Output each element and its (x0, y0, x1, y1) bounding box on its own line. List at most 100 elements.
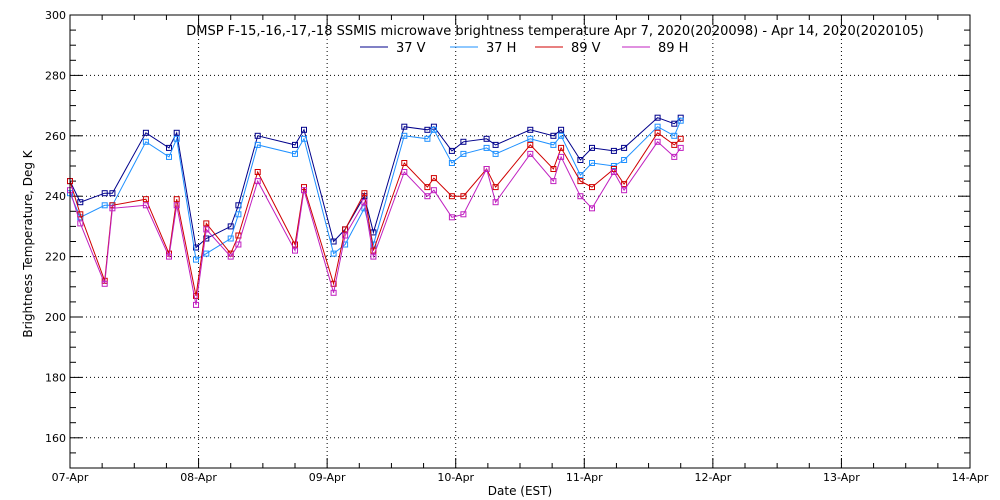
data-point (430, 126, 437, 133)
data-point (621, 181, 628, 188)
data-point (460, 150, 467, 157)
data-point (492, 199, 499, 206)
series-line (69, 141, 682, 305)
legend-label: 89 V (571, 41, 601, 56)
legend-label: 89 H (658, 41, 688, 56)
data-point (193, 244, 199, 251)
data-point (173, 129, 180, 136)
data-point (330, 238, 337, 245)
plot-frame (69, 14, 971, 469)
data-point (203, 250, 210, 257)
data-point (401, 160, 408, 166)
data-point (109, 190, 116, 197)
y-tick-label: 200 (45, 311, 66, 324)
data-point (577, 157, 584, 163)
data-point (166, 144, 172, 151)
data-point (558, 144, 565, 151)
data-point (292, 150, 298, 157)
data-point (401, 169, 408, 175)
y-tick-label: 240 (45, 190, 66, 203)
series-89-v (67, 129, 684, 299)
data-point (342, 226, 349, 233)
data-point (424, 126, 431, 133)
data-point (173, 196, 180, 203)
data-point (430, 187, 437, 194)
series-37-h (67, 117, 684, 263)
data-point (483, 144, 490, 151)
legend-item: 37 V (360, 41, 426, 56)
y-tick-label: 180 (45, 371, 66, 384)
data-point (654, 138, 661, 145)
series-line (69, 132, 682, 296)
series-line (69, 120, 682, 261)
data-point (460, 211, 467, 218)
x-tick-label: 11-Apr (566, 471, 603, 484)
data-point (550, 132, 557, 139)
data-point (527, 150, 534, 157)
data-point (292, 141, 298, 148)
data-point (142, 202, 149, 209)
data-point (577, 193, 584, 200)
data-point (227, 253, 234, 260)
data-point (142, 196, 149, 203)
x-axis-title: Date (EST) (488, 484, 552, 498)
data-point (166, 153, 172, 160)
data-point (235, 211, 242, 218)
legend-item: 89 H (622, 41, 688, 56)
data-point (610, 147, 617, 154)
x-tick-label: 08-Apr (180, 471, 217, 484)
data-point (527, 135, 534, 142)
data-point (448, 214, 455, 221)
legend-label: 37 V (396, 41, 426, 56)
data-point (558, 132, 565, 139)
data-point (254, 132, 261, 139)
data-point (254, 169, 261, 175)
data-point (301, 184, 307, 191)
data-point (448, 160, 455, 166)
legend: 37 V 37 H 89 V 89 H (360, 41, 688, 56)
data-point (301, 126, 307, 133)
data-point (77, 220, 84, 227)
data-point (677, 117, 684, 124)
data-point (301, 187, 307, 194)
data-point (492, 141, 499, 148)
data-point (550, 166, 557, 172)
data-point (448, 193, 455, 200)
data-point (589, 160, 595, 166)
data-point (101, 190, 108, 197)
data-point (301, 135, 307, 142)
data-point (460, 138, 467, 145)
data-point (193, 292, 199, 299)
data-point (577, 178, 584, 185)
x-tick-label: 14-Apr (952, 471, 989, 484)
data-point (292, 247, 298, 254)
data-point (424, 184, 431, 191)
data-point (227, 235, 234, 242)
data-point (621, 157, 628, 163)
data-point (424, 193, 431, 200)
data-point (254, 141, 261, 148)
data-point (483, 135, 490, 142)
data-point (101, 202, 108, 209)
x-tick-label: 12-Apr (694, 471, 731, 484)
data-point (671, 132, 678, 139)
data-point (550, 141, 557, 148)
data-point (193, 256, 199, 263)
x-tick-label: 07-Apr (52, 471, 89, 484)
data-point (424, 135, 431, 142)
x-tick-label: 13-Apr (823, 471, 860, 484)
data-point (550, 178, 557, 185)
series-line (69, 117, 682, 249)
data-point (677, 144, 684, 151)
data-point (235, 241, 242, 248)
data-point (483, 166, 490, 172)
data-point (492, 184, 499, 191)
data-point (527, 141, 534, 148)
data-point (401, 132, 408, 139)
series-89-h (67, 138, 684, 308)
data-point (203, 226, 210, 233)
data-point (654, 129, 661, 136)
y-tick-label: 280 (45, 69, 66, 82)
x-tick-label: 10-Apr (437, 471, 474, 484)
